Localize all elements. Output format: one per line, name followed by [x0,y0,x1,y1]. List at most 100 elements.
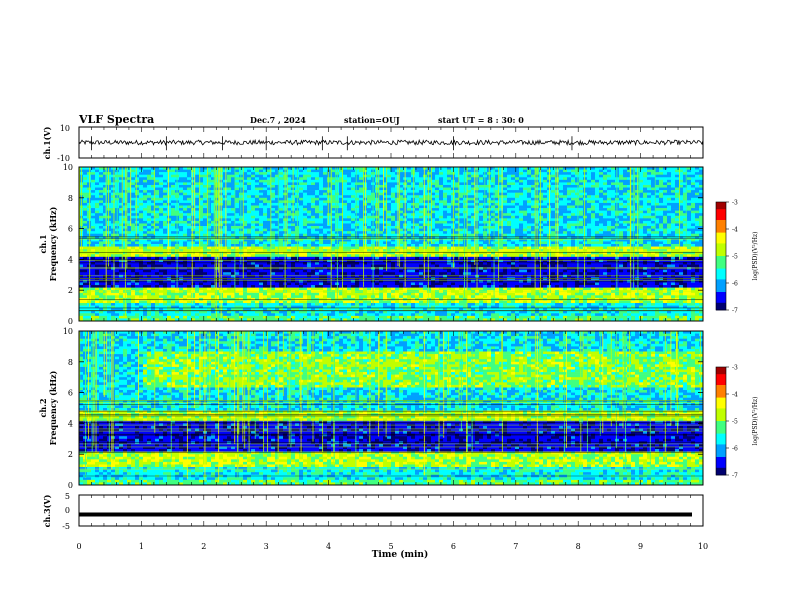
spectrogram-cell [595,231,600,235]
spectrogram-cell [351,226,356,229]
spectrogram-cell [495,177,500,181]
spectrogram-cell [643,238,648,242]
spectrogram-cell [379,244,384,247]
spectrogram-cell [539,195,544,199]
spectrogram-cell [119,236,124,240]
spectrogram-cell [643,169,648,173]
spectrogram-cell [431,208,436,211]
spectrogram-cell [619,236,624,240]
spectrogram-cell [99,236,104,240]
spectrogram-cell [391,228,396,232]
spectrogram-cell [607,208,612,211]
spectrogram-cell [135,241,140,245]
spectrogram-cell [575,244,580,247]
spectrogram-cell [179,220,184,224]
spectrogram-cell [595,238,600,242]
spectrogram-cell [199,174,204,178]
spectrogram-cell [527,210,532,214]
spectrogram-cell [223,187,228,191]
spectrogram-cell [111,167,116,170]
spectrogram-cell [379,205,384,209]
spectrogram-cell [415,192,420,196]
spectrogram-cell [399,169,404,173]
spectrogram-cell [607,226,612,229]
spectrogram-cell [443,195,448,199]
spectrogram-cell [315,210,320,214]
spectrogram-cell [251,210,256,214]
spectrogram-cell [247,174,252,178]
spectrogram-cell [495,213,500,217]
spectrogram-cell [275,213,280,217]
spectrogram-cell [495,208,500,211]
spectrogram-cell [447,223,452,227]
spectrogram-cell [599,184,604,188]
spectrogram-cell [459,238,464,242]
spectrogram-cell [211,202,216,206]
spectrogram-cell [99,195,104,199]
spectrogram-cell [603,218,608,222]
spectrogram-cell [587,182,592,186]
spectrogram-cell [455,205,460,209]
spectrogram-cell [691,223,696,227]
spectrogram-cell [119,208,124,211]
spectrogram-cell [299,190,304,193]
spectrogram-cell [575,192,580,196]
spectrogram-cell [183,244,188,247]
spectrogram-cell [579,236,584,240]
spectrogram-cell [455,169,460,173]
spectrogram-cell [411,179,416,183]
spectrogram-cell [607,215,612,219]
spectrogram-cell [231,244,236,247]
spectrogram-cell [399,200,404,204]
spectrogram-cell [187,228,192,232]
spectrogram-cell [563,213,568,217]
spectrogram-cell [667,187,672,191]
spectrogram-cell [603,197,608,201]
spectrogram-cell [671,228,676,232]
spectrogram-cell [319,220,324,224]
spectrogram-cell [259,192,264,196]
spectrogram-cell [623,213,628,217]
spectrogram-cell [695,167,700,170]
spectrogram-cell [519,174,524,178]
spectrogram-cell [507,174,512,178]
spectrogram-cell [591,184,596,188]
spectrogram-cell [383,197,388,201]
spectrogram-cell [575,195,580,199]
spectrogram-cell [83,246,88,250]
spectrogram-cell [439,192,444,196]
spectrogram-cell [327,200,332,204]
spectrogram-cell [511,169,516,173]
spectrogram-cell [99,190,104,193]
spectrogram-cell [179,241,184,245]
spectrogram-cell [155,215,160,219]
spectrogram-cell [659,231,664,235]
spectrogram-cell [467,226,472,229]
spectrogram-cell [471,215,476,219]
spectrogram-cell [327,179,332,183]
spectrogram-cell [263,174,268,178]
spectrogram-cell [507,228,512,232]
spectrogram-cell [163,231,168,235]
spectrogram-cell [539,228,544,232]
spectrogram-cell [275,195,280,199]
spectrogram-cell [299,241,304,245]
spectrogram-cell [339,202,344,206]
spectrogram-cell [643,205,648,209]
spectrogram-cell [287,169,292,173]
spectrogram-cell [275,220,280,224]
spectrogram-cell [435,208,440,211]
spectrogram-cell [227,215,232,219]
spectrogram-cell [611,197,616,201]
spectrogram-cell [303,236,308,240]
spectrogram-cell [347,184,352,188]
spectrogram-cell [395,238,400,242]
spectrogram-cell [531,192,536,196]
spectrogram-cell [251,208,256,211]
spectrogram-cell [303,169,308,173]
spectrogram-cell [427,238,432,242]
spectrogram-cell [511,241,516,245]
spectrogram-cell [603,200,608,204]
spectrogram-cell [143,202,148,206]
spectrogram-cell [127,174,132,178]
